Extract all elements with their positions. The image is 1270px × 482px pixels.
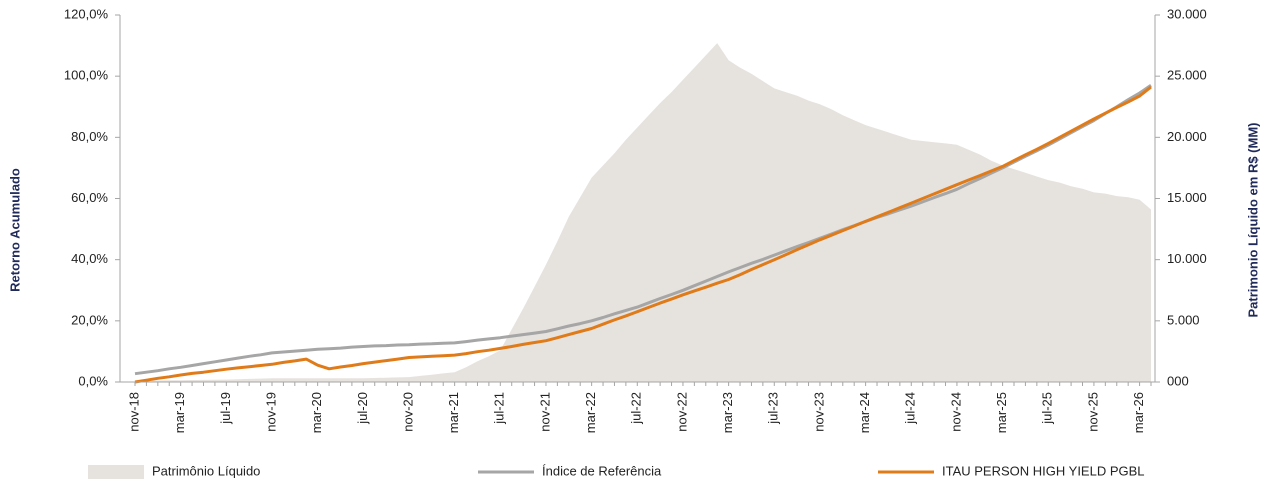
x-tick-label: nov-20 [400, 392, 415, 432]
x-tick-label: mar-19 [172, 392, 187, 433]
y2-tick-label: 20.000 [1167, 129, 1207, 144]
x-tick-label: jul-21 [492, 392, 507, 425]
y-tick-label: 60,0% [71, 190, 108, 205]
x-tick-label: mar-24 [857, 392, 872, 433]
x-tick-label: nov-18 [126, 392, 141, 432]
x-tick-label: mar-26 [1131, 392, 1146, 433]
x-tick-label: nov-21 [537, 392, 552, 432]
x-tick-label: nov-25 [1085, 392, 1100, 432]
y-tick-label: 100,0% [64, 68, 109, 83]
y-tick-label: 120,0% [64, 6, 109, 21]
y2-tick-label: 000 [1167, 373, 1189, 388]
y-tick-label: 40,0% [71, 251, 108, 266]
x-tick-label: mar-21 [446, 392, 461, 433]
area [135, 43, 1151, 382]
line [134, 85, 1152, 384]
y2-tick-label: 25.000 [1167, 68, 1207, 83]
y-axis-title: Retorno Acumulado [7, 168, 22, 292]
y2-tick-label: 5.000 [1167, 312, 1200, 327]
x-tick-label: nov-23 [811, 392, 826, 432]
y2-tick-label: 15.000 [1167, 190, 1207, 205]
x-tick-label: jul-19 [218, 392, 233, 425]
x-tick-label: nov-19 [263, 392, 278, 432]
y2-axis-title: Patrimonio Líquido em R$ (MM) [1245, 123, 1260, 318]
y2-tick-label: 30.000 [1167, 6, 1207, 21]
legend-label: Patrimônio Líquido [152, 463, 260, 478]
x-tick-label: jul-23 [766, 392, 781, 425]
x-tick-label: nov-22 [674, 392, 689, 432]
legend-label: Índice de Referência [542, 463, 662, 478]
x-tick-label: mar-23 [720, 392, 735, 433]
line [134, 84, 1152, 376]
x-tick-label: jul-20 [355, 392, 370, 425]
x-tick-label: jul-25 [1040, 392, 1055, 425]
y-tick-label: 0,0% [78, 373, 108, 388]
y2-tick-label: 10.000 [1167, 251, 1207, 266]
y-tick-label: 20,0% [71, 312, 108, 327]
x-tick-label: jul-24 [903, 392, 918, 425]
x-tick-label: mar-20 [309, 392, 324, 433]
y-tick-label: 80,0% [71, 129, 108, 144]
x-tick-label: jul-22 [629, 392, 644, 425]
x-tick-label: mar-22 [583, 392, 598, 433]
x-tick-label: mar-25 [994, 392, 1009, 433]
x-tick-label: nov-24 [948, 392, 963, 432]
legend-label: ITAU PERSON HIGH YIELD PGBL [942, 463, 1145, 478]
legend-swatch [88, 465, 144, 479]
